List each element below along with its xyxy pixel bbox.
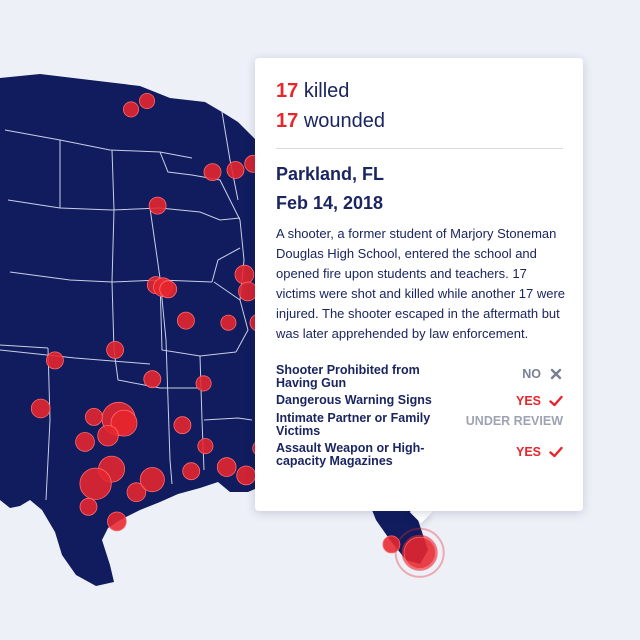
- flag-value-text: YES: [515, 444, 541, 459]
- incident-marker[interactable]: [173, 416, 192, 435]
- incident-marker[interactable]: [203, 163, 222, 182]
- incident-marker[interactable]: [79, 497, 98, 516]
- incident-marker[interactable]: [143, 370, 162, 389]
- x-icon: [550, 368, 562, 380]
- divider: [276, 148, 563, 149]
- incident-marker[interactable]: [195, 375, 212, 392]
- flag-value: YES: [516, 394, 563, 408]
- state-borders: [0, 111, 253, 501]
- incident-marker[interactable]: [107, 511, 127, 532]
- incident-marker[interactable]: [110, 409, 138, 437]
- state-border: [159, 207, 241, 221]
- incident-marker[interactable]: [79, 467, 112, 500]
- flag-label: Intimate Partner or Family Victims: [276, 411, 431, 438]
- flag-value-text: NO: [522, 366, 541, 381]
- flag-value: NO: [522, 367, 563, 381]
- state-border: [111, 149, 115, 351]
- flag-row-assault-weapon: Assault Weapon or High-capacity Magazine…: [276, 442, 563, 468]
- killed-label: killed: [303, 80, 350, 102]
- flag-value: UNDER REVIEW: [466, 415, 563, 428]
- flag-label: Assault Weapon or High-capacity Magazine…: [276, 441, 425, 468]
- flag-value-text: UNDER REVIEW: [465, 414, 563, 428]
- incident-marker[interactable]: [138, 93, 155, 110]
- incident-date: Feb 14, 2018: [276, 193, 384, 213]
- incident-marker[interactable]: [220, 314, 237, 331]
- incident-marker[interactable]: [46, 351, 64, 370]
- state-border: [4, 129, 193, 159]
- state-border: [0, 344, 49, 349]
- incident-marker[interactable]: [236, 465, 256, 486]
- incident-marker[interactable]: [176, 311, 195, 330]
- flag-row-prohibited: Shooter Prohibited from Having Gun NO: [276, 364, 563, 390]
- incident-location: Parkland, FL: [276, 164, 385, 184]
- state-border: [159, 151, 241, 221]
- flag-value: YES: [516, 445, 563, 459]
- state-border: [221, 111, 239, 201]
- incident-description: A shooter, a former student of Marjory S…: [276, 226, 566, 341]
- check-icon: [549, 446, 563, 458]
- wounded-stat: 17 wounded: [276, 106, 563, 136]
- state-border: [149, 207, 173, 485]
- incident-marker[interactable]: [403, 536, 436, 569]
- incident-marker[interactable]: [382, 535, 401, 554]
- incident-marker[interactable]: [30, 398, 51, 419]
- flag-value-text: YES: [515, 393, 541, 408]
- incident-marker[interactable]: [139, 467, 165, 493]
- flag-row-family-victims: Intimate Partner or Family Victims UNDER…: [276, 412, 563, 438]
- incident-popup: 17 killed 17 wounded Parkland, FL Feb 14…: [255, 58, 583, 511]
- incident-marker[interactable]: [97, 425, 119, 447]
- state-border: [203, 417, 253, 421]
- state-border: [213, 281, 249, 353]
- killed-count: 17: [276, 80, 299, 102]
- incident-marker[interactable]: [226, 161, 245, 179]
- selected-marker-ring: [401, 534, 438, 571]
- incident-marker[interactable]: [106, 340, 124, 359]
- incident-marker[interactable]: [126, 482, 147, 503]
- state-border: [159, 279, 237, 357]
- incident-marker[interactable]: [85, 407, 103, 426]
- killed-stat: 17 killed: [276, 76, 563, 106]
- incident-marker[interactable]: [197, 438, 214, 455]
- state-border: [113, 349, 200, 389]
- wounded-count: 17: [276, 110, 299, 132]
- state-border: [211, 247, 241, 283]
- incident-marker[interactable]: [159, 280, 178, 299]
- incident-marker[interactable]: [148, 196, 167, 215]
- state-border: [0, 349, 151, 365]
- incident-marker[interactable]: [216, 457, 237, 477]
- incident-marker[interactable]: [182, 462, 201, 481]
- check-icon: [549, 395, 563, 407]
- incident-marker[interactable]: [234, 264, 255, 285]
- wounded-label: wounded: [303, 110, 385, 132]
- risk-flags: Shooter Prohibited from Having Gun NO Da…: [276, 364, 563, 468]
- selected-marker-ring: [394, 527, 445, 578]
- state-border: [7, 199, 161, 211]
- flag-label: Shooter Prohibited from Having Gun: [276, 363, 420, 390]
- flag-row-warning-signs: Dangerous Warning Signs YES: [276, 394, 563, 408]
- flag-label: Dangerous Warning Signs: [276, 393, 432, 407]
- incident-marker[interactable]: [75, 432, 95, 452]
- incident-marker[interactable]: [123, 101, 140, 118]
- state-border: [45, 347, 51, 501]
